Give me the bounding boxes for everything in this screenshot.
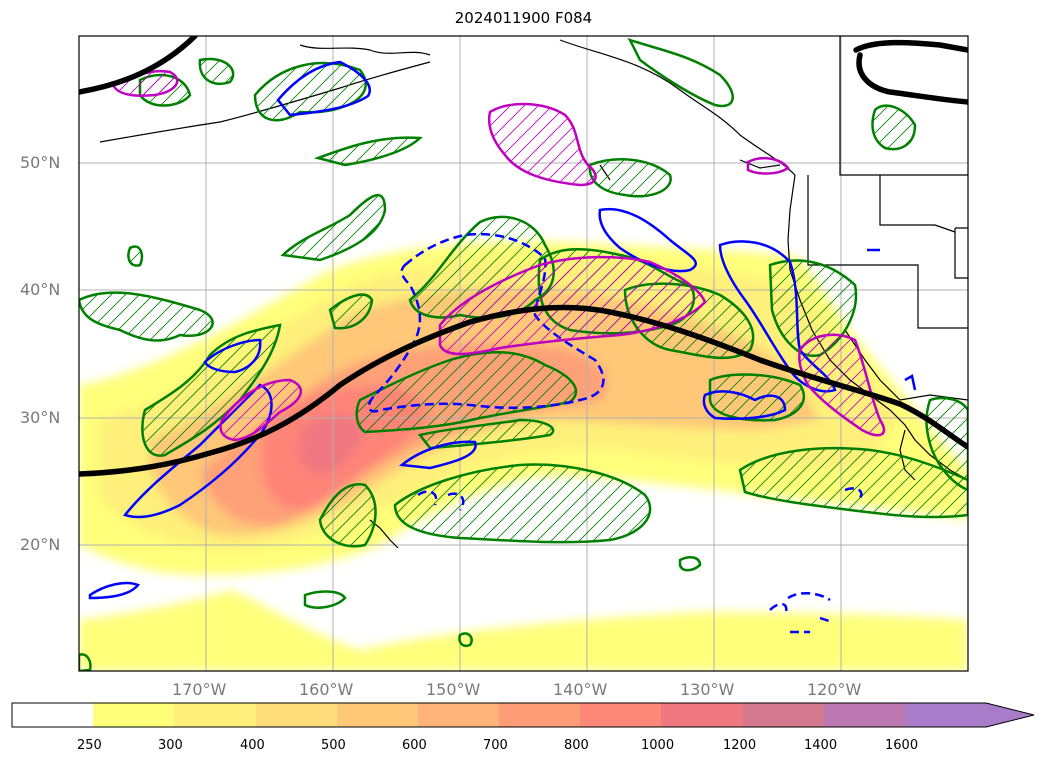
colorbar-seg-600 xyxy=(418,703,499,727)
colorbar-seg-250 xyxy=(93,703,174,727)
lon-label-130w: 130°W xyxy=(680,680,735,699)
colorbar-seg-400 xyxy=(256,703,337,727)
colorbar-seg-1000 xyxy=(661,703,743,727)
lat-label-30n: 30°N xyxy=(20,408,61,427)
colorbar-seg-800 xyxy=(580,703,661,727)
colorbar-tick-1000: 1000 xyxy=(641,738,675,753)
colorbar-seg-1600 xyxy=(905,703,986,727)
colorbar-seg-700 xyxy=(499,703,580,727)
colorbar-seg-500 xyxy=(337,703,418,727)
lat-label-20n: 20°N xyxy=(20,535,61,554)
lat-label-40n: 40°N xyxy=(20,280,61,299)
colorbar-tick-300: 300 xyxy=(158,738,183,753)
lon-label-160w: 160°W xyxy=(299,680,354,699)
lon-label-150w: 150°W xyxy=(426,680,481,699)
colorbar-tick-500: 500 xyxy=(321,738,346,753)
colorbar-outline xyxy=(11,702,1035,728)
lon-label-170w: 170°W xyxy=(172,680,227,699)
colorbar-tick-700: 700 xyxy=(483,738,508,753)
colorbar-extend-arrow xyxy=(986,703,1034,727)
colorbar-tick-800: 800 xyxy=(564,738,589,753)
colorbar-tick-1400: 1400 xyxy=(804,738,838,753)
jet-axis xyxy=(79,36,968,477)
lon-label-140w: 140°W xyxy=(553,680,608,699)
ivt-250-south-band xyxy=(79,590,968,671)
colorbar xyxy=(11,702,1035,728)
colorbar-seg-300 xyxy=(174,703,256,727)
colorbar-tick-400: 400 xyxy=(240,738,265,753)
blue-dashed-contours xyxy=(367,232,863,634)
blue-contours xyxy=(88,60,917,600)
map-title: 2024011900 F084 xyxy=(454,9,593,27)
colorbar-seg-under xyxy=(12,703,93,727)
colorbar-seg-1200 xyxy=(743,703,824,727)
ivt-1000-core xyxy=(298,414,364,475)
colorbar-tick-600: 600 xyxy=(402,738,427,753)
colorbar-tick-250: 250 xyxy=(77,738,102,753)
plot-frame xyxy=(78,35,969,672)
lon-label-120w: 120°W xyxy=(807,680,862,699)
colorbar-tick-1200: 1200 xyxy=(723,738,757,753)
lat-label-50n: 50°N xyxy=(20,153,61,172)
colorbar-tick-1600: 1600 xyxy=(885,738,919,753)
plot-area xyxy=(79,36,968,671)
colorbar-seg-1400 xyxy=(824,703,905,727)
